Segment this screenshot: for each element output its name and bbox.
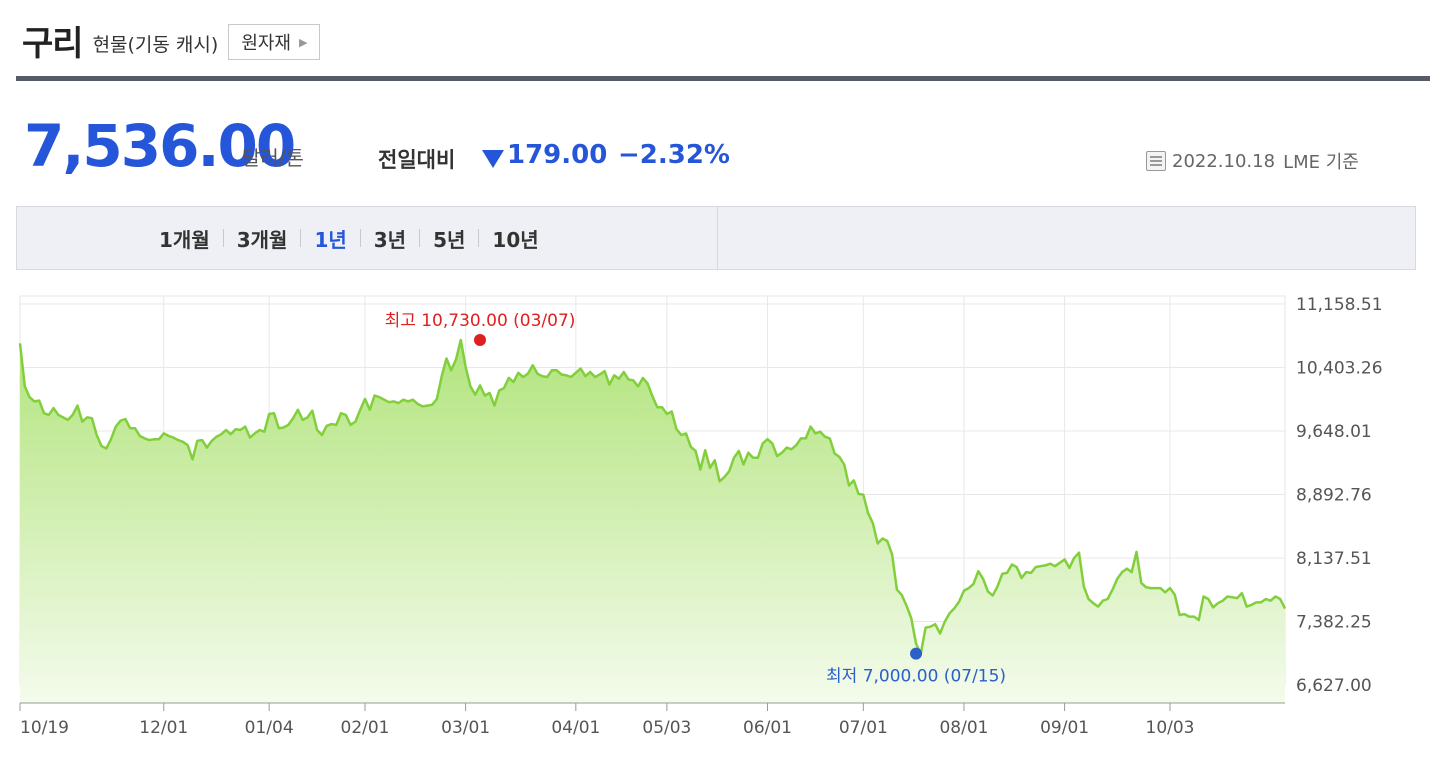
tab-separator <box>419 229 421 247</box>
tab-separator <box>300 229 302 247</box>
x-tick-label: 07/01 <box>839 718 888 738</box>
high-point-label: 최고 10,730.00 (03/07) <box>385 311 576 331</box>
tab-3-month[interactable]: 3개월 <box>236 227 288 252</box>
page-title: 구리 <box>22 23 84 64</box>
price-change: 179.00 <box>507 140 608 170</box>
tab-separator <box>359 229 361 247</box>
y-tick-label: 11,158.51 <box>1296 295 1383 315</box>
price-summary: 7,536.00 달러/톤 전일대비 179.00 −2.32% 2022.10… <box>24 112 1384 182</box>
tab-1-month[interactable]: 1개월 <box>159 227 210 252</box>
price-unit: 달러/톤 <box>242 146 304 170</box>
period-tabbar: 1개월 3개월 1년 3년 5년 10년 <box>16 206 1416 270</box>
price-line <box>18 338 1287 655</box>
price-source: LME 기준 <box>1283 152 1359 173</box>
header: 구리 현물(기동 캐시) 원자재 ▶ <box>22 18 321 64</box>
chevron-right-icon: ▶ <box>299 35 308 49</box>
price-change-percent: −2.32% <box>618 140 730 170</box>
x-tick-label: 09/01 <box>1040 718 1089 738</box>
down-triangle-icon <box>482 150 504 168</box>
y-tick-label: 7,382.25 <box>1296 613 1372 633</box>
high-point-marker <box>474 334 486 347</box>
compare-label: 전일대비 <box>378 148 456 172</box>
x-tick-label: 02/01 <box>341 718 390 738</box>
y-tick-label: 9,648.01 <box>1296 422 1372 442</box>
x-tick-label: 10/03 <box>1146 718 1195 738</box>
x-tick-label: 10/19 <box>20 718 69 738</box>
y-tick-label: 6,627.00 <box>1296 676 1372 696</box>
y-axis: 6,627.00 7,382.25 8,137.51 8,892.76 9,648.01… <box>1296 295 1383 696</box>
x-tick-label: 12/01 <box>139 718 188 738</box>
tab-separator <box>478 229 480 247</box>
x-axis: 10/19 12/01 01/04 02/01 03/01 04/01 05/03 06/01… <box>19 702 1285 738</box>
x-tick-label: 01/04 <box>245 718 294 738</box>
x-tick-label: 06/01 <box>743 718 792 738</box>
tabbar-divider <box>717 207 718 269</box>
x-tick-label: 08/01 <box>939 718 988 738</box>
header-divider <box>16 76 1430 81</box>
tab-separator <box>222 229 224 247</box>
period-tabs: 1개월 3개월 1년 3년 5년 10년 <box>159 207 539 269</box>
price-chart: 10/19 12/01 01/04 02/01 03/01 04/01 05/03 06/01… <box>18 295 1383 738</box>
category-button-label: 원자재 <box>241 33 291 54</box>
y-tick-label: 10,403.26 <box>1296 358 1383 378</box>
y-tick-label: 8,137.51 <box>1296 549 1372 569</box>
low-point-marker <box>910 647 923 660</box>
date-info: 2022.10.18 LME 기준 <box>1146 148 1359 174</box>
chart-annotations: 최고 10,730.00 (03/07) 최저 7,000.00 (07/15) <box>385 311 1007 687</box>
tab-1-year[interactable]: 1년 <box>314 227 347 252</box>
price-date: 2022.10.18 <box>1172 150 1276 172</box>
x-tick-label: 05/03 <box>642 718 691 738</box>
tab-10-year[interactable]: 10년 <box>492 227 539 252</box>
category-button[interactable]: 원자재 ▶ <box>228 24 321 60</box>
current-price: 7,536.00 <box>24 112 296 180</box>
price-area <box>20 340 1285 703</box>
page-subtitle: 현물(기동 캐시) <box>92 33 219 56</box>
y-tick-label: 8,892.76 <box>1296 485 1372 505</box>
tab-3-year[interactable]: 3년 <box>373 227 407 252</box>
low-point-label: 최저 7,000.00 (07/15) <box>826 667 1006 687</box>
x-tick-label: 04/01 <box>551 718 600 738</box>
x-tick-label: 03/01 <box>441 718 490 738</box>
tab-5-year[interactable]: 5년 <box>433 227 466 252</box>
document-icon <box>1146 151 1166 171</box>
